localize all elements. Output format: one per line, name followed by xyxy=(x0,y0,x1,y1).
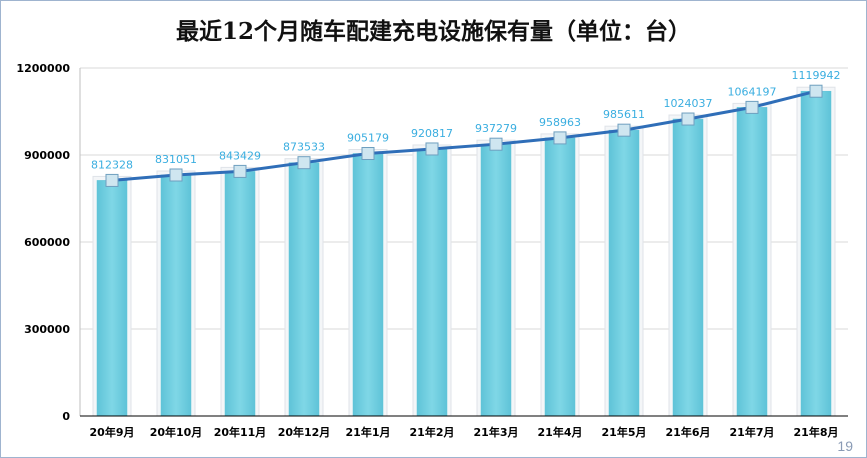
line-marker xyxy=(297,156,311,170)
line-marker xyxy=(745,100,759,114)
bar xyxy=(416,148,448,417)
x-tick-label: 21年5月 xyxy=(602,425,647,439)
bar xyxy=(544,137,576,417)
data-label: 958963 xyxy=(539,116,581,129)
y-tick-label: 600000 xyxy=(24,236,70,249)
x-tick-label: 20年10月 xyxy=(150,425,203,439)
x-tick-label: 21年3月 xyxy=(474,425,519,439)
y-tick-label: 1200000 xyxy=(16,62,70,75)
line-marker xyxy=(169,168,183,182)
line-marker xyxy=(489,137,503,151)
y-tick-label: 300000 xyxy=(24,323,70,336)
x-tick-label: 21年8月 xyxy=(794,425,839,439)
data-label: 873533 xyxy=(283,141,325,154)
data-label: 920817 xyxy=(411,127,453,140)
x-tick-label: 20年9月 xyxy=(90,425,135,439)
line-marker xyxy=(233,164,247,178)
x-tick-label: 21年7月 xyxy=(730,425,775,439)
line-marker xyxy=(553,131,567,145)
data-label: 843429 xyxy=(219,149,261,162)
data-label: 937279 xyxy=(475,122,517,135)
data-label: 905179 xyxy=(347,131,389,144)
x-tick-label: 21年4月 xyxy=(538,425,583,439)
page-number: 19 xyxy=(837,438,853,454)
data-label: 812328 xyxy=(91,158,133,171)
line-marker xyxy=(105,173,119,187)
line-marker xyxy=(681,112,695,126)
x-tick-label: 20年12月 xyxy=(278,425,331,439)
bar xyxy=(480,143,512,417)
y-tick-label: 0 xyxy=(62,410,70,423)
x-tick-label: 21年6月 xyxy=(666,425,711,439)
data-label: 1119942 xyxy=(792,69,841,82)
line-marker xyxy=(361,146,375,160)
bar xyxy=(672,118,704,417)
x-tick-label: 21年1月 xyxy=(346,425,391,439)
data-label: 1024037 xyxy=(664,97,713,110)
bar xyxy=(160,174,192,417)
bar xyxy=(288,162,320,417)
line-marker xyxy=(809,84,823,98)
y-tick-label: 900000 xyxy=(24,149,70,162)
x-tick-label: 21年2月 xyxy=(410,425,455,439)
data-label: 1064197 xyxy=(728,85,777,98)
bar xyxy=(352,153,384,417)
line-marker xyxy=(425,142,439,156)
line-marker xyxy=(617,123,631,137)
data-label: 985611 xyxy=(603,108,645,121)
chart-title: 最近12个月随车配建充电设施保有量（单位：台） xyxy=(175,18,691,45)
bar xyxy=(96,180,128,417)
bar xyxy=(224,171,256,417)
series-line xyxy=(111,89,817,182)
bar xyxy=(608,129,640,417)
bar xyxy=(736,107,768,417)
data-label: 831051 xyxy=(155,153,197,166)
bar xyxy=(800,90,832,417)
x-tick-label: 20年11月 xyxy=(214,425,267,439)
